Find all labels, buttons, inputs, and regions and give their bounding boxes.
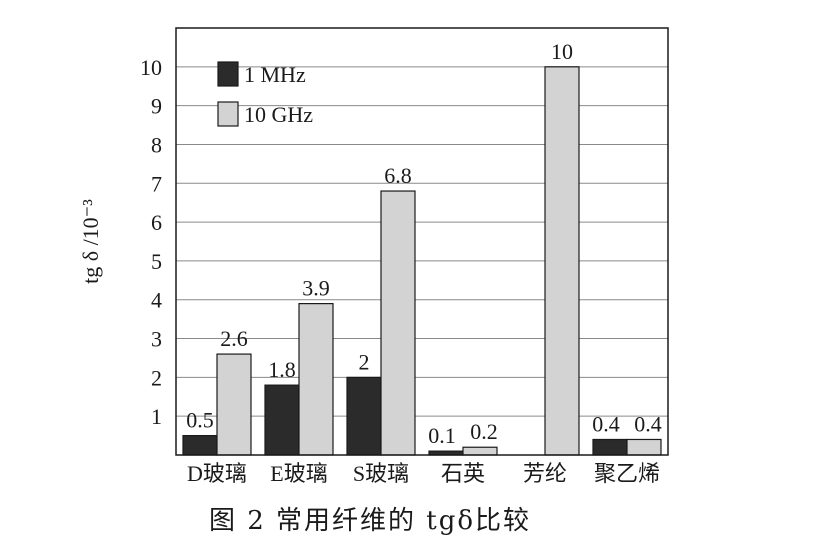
legend: 1 MHz 10 GHz xyxy=(217,61,313,127)
y-tick-labels: 1 2 3 4 5 6 7 8 9 10 xyxy=(140,55,162,429)
data-label: 2 xyxy=(359,349,370,374)
data-label: 10 xyxy=(551,39,573,64)
y-axis-label: tg δ /10⁻³ xyxy=(78,199,103,284)
data-label: 0.4 xyxy=(634,411,662,436)
y-tick-label: 6 xyxy=(151,210,162,235)
bar xyxy=(462,446,498,456)
y-tick-label: 4 xyxy=(151,288,162,313)
data-labels: 0.5 2.6 1.8 3.9 2 6.8 0.1 0.2 10 0.4 0.4 xyxy=(186,39,662,448)
bars xyxy=(182,66,662,456)
y-tick-label: 7 xyxy=(151,171,162,196)
bar xyxy=(544,66,580,456)
legend-swatch xyxy=(217,101,239,127)
figure-caption: 图 2 常用纤维的 tgδ比较 xyxy=(208,506,532,536)
gridlines xyxy=(176,66,668,417)
legend-swatch xyxy=(217,61,239,87)
data-label: 3.9 xyxy=(302,276,330,301)
x-category-label: 聚乙烯 xyxy=(594,461,660,486)
bar xyxy=(264,384,300,456)
y-tick-label: 5 xyxy=(151,249,162,274)
bar xyxy=(380,190,416,456)
x-category-labels: D玻璃 E玻璃 S玻璃 石英 芳纶 聚乙烯 xyxy=(187,461,660,486)
y-tick-label: 2 xyxy=(151,365,162,390)
x-category-label: S玻璃 xyxy=(353,461,409,486)
data-label: 0.4 xyxy=(592,411,620,436)
bar xyxy=(216,353,252,456)
y-tick-label: 1 xyxy=(151,404,162,429)
legend-label: 1 MHz xyxy=(244,62,306,87)
bar xyxy=(182,434,218,456)
y-tick-label: 3 xyxy=(151,327,162,352)
bar xyxy=(626,438,662,456)
data-label: 0.5 xyxy=(186,408,214,433)
data-label: 0.2 xyxy=(470,419,498,444)
x-category-label: 芳纶 xyxy=(523,461,567,486)
data-label: 6.8 xyxy=(384,163,412,188)
legend-label: 10 GHz xyxy=(244,102,313,127)
x-category-label: 石英 xyxy=(441,461,485,486)
x-category-label: D玻璃 xyxy=(187,461,247,486)
data-label: 0.1 xyxy=(428,423,456,448)
bar xyxy=(346,376,382,456)
plot-frame xyxy=(175,27,669,456)
bar xyxy=(298,303,334,456)
data-label: 2.6 xyxy=(220,326,248,351)
bar xyxy=(592,438,628,456)
y-tick-label: 9 xyxy=(151,94,162,119)
x-category-label: E玻璃 xyxy=(270,461,327,486)
y-tick-label: 8 xyxy=(151,132,162,157)
y-tick-label: 10 xyxy=(140,55,162,80)
data-label: 1.8 xyxy=(268,357,296,382)
